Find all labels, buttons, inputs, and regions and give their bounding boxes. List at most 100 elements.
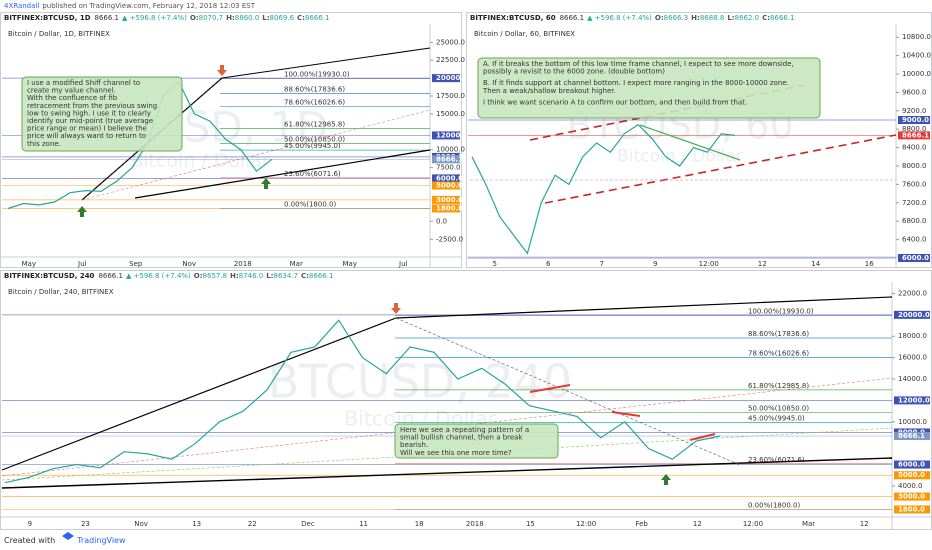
ohlc-label: C: [297,14,305,22]
fib-label: 61.80%(12985.8) [748,382,809,390]
price-tag-label: 3000.0 [898,493,925,501]
annotation-box [477,57,821,119]
ohlc-value: 8662.0 [735,14,760,22]
price-tag-label: 12000.0 [898,396,930,404]
price-tag-label: 20000.0 [436,74,468,82]
x-tick-label: 12:00 [576,520,596,528]
y-tick-label: 22500.0 [436,56,465,64]
ohlc-value: 8860.0 [235,14,260,22]
publish-info: published on TradingView.com, February 1… [42,2,255,10]
price-tag [898,131,930,140]
trend-line [395,296,893,319]
price-tag-label: 6000.0 [436,174,463,182]
panel-title: Bitcoin / Dollar, 60, BITFINEX [474,30,575,38]
price-tag-label: 8666.1 [436,155,463,163]
watermark-name: Bitcoin / Dollar [617,147,744,167]
panel-frame [0,12,462,268]
annotation-text: create my value channel. [27,87,116,95]
price-tag-label: 1800.0 [898,505,925,513]
y-tick-label: 10000.0 [436,146,465,154]
ohlc-value: 8666.1 [305,14,330,22]
annotation-text: I use a modified Shiff channel to [27,79,140,87]
x-tick-label: Mar [290,260,303,268]
change: ▲ +596.8 (+7.4%) [122,14,187,22]
fib-label: 78.60%(16026.6) [284,99,345,107]
annotation-text: B. If it finds support at channel bottom… [483,79,789,87]
ohlc-label: L: [266,272,273,280]
x-tick-label: 15 [526,520,535,528]
x-tick-label: 9 [653,260,657,268]
y-tick-label: 22000.0 [898,289,927,297]
fib-label: 100.00%(19930.0) [284,71,350,79]
price-tag-label: 6000.0 [902,254,929,262]
change: ▲ +596.8 (+7.4%) [126,272,191,280]
x-tick-label: 23 [81,520,90,528]
ohlc-label: C: [301,272,309,280]
price-tag-label: 1800.0 [436,204,463,212]
symbol: BITFINEX:BTCUSD, 1D [4,14,91,22]
price-tag [894,310,930,319]
price-tag [432,204,460,213]
ohlc-value: 8634.7 [273,272,298,280]
annotation-text: low to swing high. I use it to clearly [27,109,151,117]
footer-brand[interactable]: TradingView [76,536,126,545]
price-line [471,123,736,255]
change: ▲ +596.8 (+7.4%) [587,14,652,22]
fib-label: 88.60%(17836.6) [748,330,809,338]
price-tag [894,471,930,480]
price-tag [432,74,460,83]
x-tick-label: Nov [182,260,196,268]
price-line [7,80,273,210]
footer-text: Created with [4,536,55,545]
x-tick-label: 12:00 [743,520,763,528]
x-tick-label: Jul [398,260,408,268]
panel-header: BITFINEX:BTCUSD, 240 8666.1 ▲ +596.8 (+7.4… [4,272,333,280]
price-tag-label: 12000.0 [436,131,468,139]
x-tick-label: 16 [865,260,874,268]
annotation-text: Here we see a repeating pattern of a [400,426,529,434]
fib-label: 0.00%(1800.0) [284,200,336,208]
annotation-text: bearish. [400,441,428,449]
x-tick-label: Mar [802,520,815,528]
y-tick-label: 10400.0 [902,52,931,60]
ohlc-value: 8657.8 [203,272,228,280]
annotation-box [394,423,559,459]
annotation-text: this zone. [27,140,61,148]
footer: Created with TradingView [4,536,126,545]
x-tick-label: 11 [359,520,368,528]
x-tick-label: 9 [28,520,32,528]
trend-line [1,457,893,489]
panel-title: Bitcoin / Dollar, 1D, BITFINEX [8,30,110,38]
price-tag-label: 20000.0 [898,311,930,319]
x-tick-label: 12 [693,520,702,528]
annotation-text: Then a weak/shallow breakout higher. [482,87,616,95]
y-tick-label: 8800.0 [902,125,927,133]
annotation-text: small bullish channel, then a break [400,434,523,442]
trend-line [611,411,641,417]
y-tick-label: 25000.0 [436,38,465,46]
x-tick-label: 18 [415,520,424,528]
ohlc-value: 8069.6 [270,14,295,22]
y-tick-label: 18000.0 [898,332,927,340]
price-tag-label: 9000.0 [902,116,929,124]
x-tick-label: Jul [77,260,87,268]
y-tick-label: 9600.0 [902,88,927,96]
price-tag-label: 5000.0 [898,471,925,479]
ohlc-label: H: [691,14,700,22]
trend-line [1,317,397,471]
arrow-up [261,178,271,189]
ohlc-label: L: [727,14,734,22]
price-tag-label: 8666.1 [898,432,925,440]
ohlc-value: 8746.0 [239,272,264,280]
annotation-text: I think we want scenario A to confirm ou… [483,98,747,106]
price-tag [894,432,930,441]
y-tick-label: 4000.0 [898,482,923,490]
watermark-name: Bitcoin / Dollar [130,150,269,172]
last-price: 8666.1 [98,272,123,280]
y-tick-label: 7500.0 [436,164,461,172]
fib-label: 45.00%(9945.0) [284,142,341,150]
trend-line [544,134,897,204]
author[interactable]: 4XRandall [4,2,39,10]
x-tick-label: 22 [248,520,257,528]
